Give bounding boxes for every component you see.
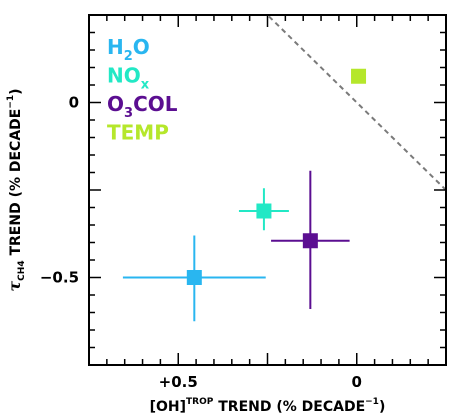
legend-entry-1: NOx <box>107 64 150 93</box>
legend-entry-main: H <box>107 35 124 59</box>
y-tick-label: 0 <box>69 94 79 112</box>
legend-entry-main: O <box>107 92 124 116</box>
legend-entry-2: O3COL <box>107 92 178 121</box>
y-tick-label: −0.5 <box>40 269 79 287</box>
x-axis-label: [OH]TROP TREND (% DECADE−1) <box>150 397 386 415</box>
legend-entry-3: TEMP <box>107 121 169 145</box>
legend-entry-sub: x <box>141 78 150 93</box>
plot-frame <box>88 14 447 366</box>
legend-entry-sub: 3 <box>124 106 133 121</box>
legend-entry-main: NO <box>107 64 141 88</box>
legend-entry-main: TEMP <box>107 121 169 145</box>
axis-ticks: +0.5 0 0 −0.5 <box>40 14 447 391</box>
x-axis-label-sup: TROP <box>186 397 214 407</box>
x-axis-label-close: ) <box>379 399 385 415</box>
x-tick-label: 0 <box>352 373 362 391</box>
y-axis-label: τCH4 TREND (% DECADE−1) <box>5 88 27 291</box>
y-axis-label-close: ) <box>8 88 24 94</box>
one-to-one-line <box>266 15 446 191</box>
x-tick-label: +0.5 <box>159 373 198 391</box>
point-1 <box>256 203 272 219</box>
x-axis-label-exp: −1 <box>365 397 379 407</box>
legend-entry-tail: COL <box>133 92 178 116</box>
legend-entry-0: H2O <box>107 35 150 64</box>
x-axis-label-main: [OH] <box>150 399 186 415</box>
x-axis-label-rest: TREND (% DECADE <box>213 399 365 415</box>
point-2 <box>302 233 318 249</box>
y-axis-label-rest: TREND (% DECADE <box>8 109 24 261</box>
point-0 <box>186 270 202 285</box>
chart-marks <box>122 15 446 322</box>
y-axis-label-greek: τ <box>5 281 24 292</box>
legend-entry-sub: 2 <box>124 49 133 64</box>
legend-entry-tail: O <box>133 35 150 59</box>
point-3 <box>351 68 367 84</box>
y-axis-label-exp: −1 <box>6 95 16 109</box>
y-axis-label-sub: CH4 <box>17 260 27 280</box>
